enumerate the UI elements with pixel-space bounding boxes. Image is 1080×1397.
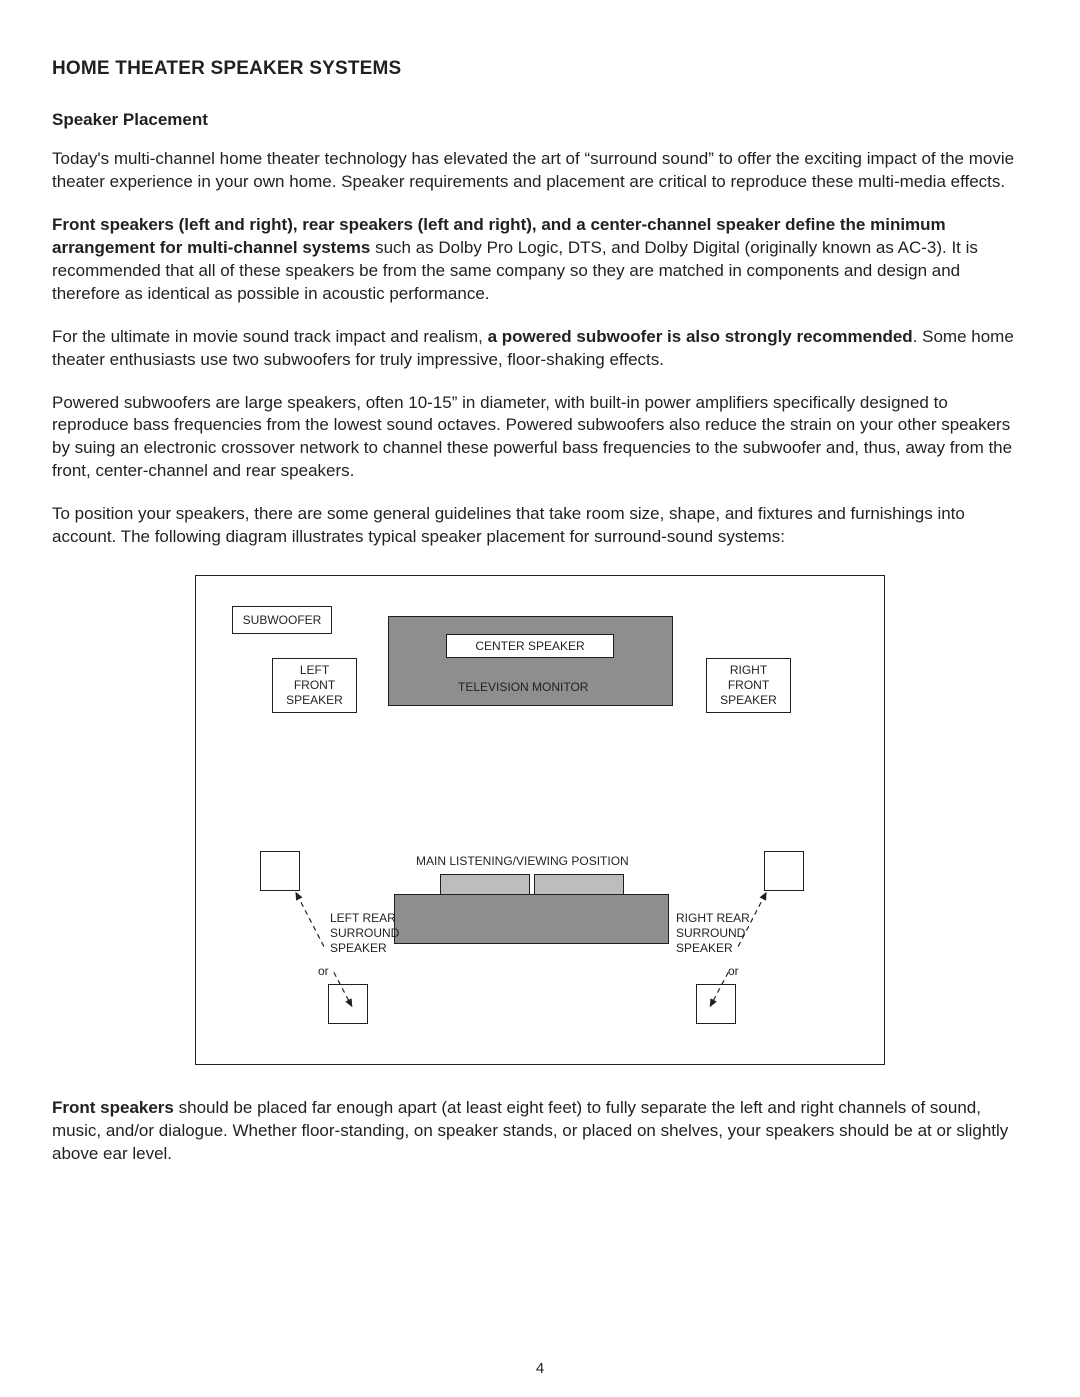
or-label-left: or bbox=[318, 964, 329, 978]
rear-speaker-box-bottom-right bbox=[696, 984, 736, 1024]
bold-span: Front speakers bbox=[52, 1098, 174, 1117]
couch-back bbox=[394, 894, 669, 944]
right-rear-label-text: RIGHT REAR SURROUND SPEAKER bbox=[676, 911, 750, 955]
subwoofer-label: SUBWOOFER bbox=[243, 613, 322, 628]
bold-span: a powered subwoofer is also strongly rec… bbox=[488, 327, 913, 346]
rear-speaker-box-top-right bbox=[764, 851, 804, 891]
page-number: 4 bbox=[0, 1360, 1080, 1377]
paragraph-subwoofer-rec: For the ultimate in movie sound track im… bbox=[52, 326, 1028, 372]
tv-monitor-label: TELEVISION MONITOR bbox=[458, 680, 588, 694]
listening-position-label: MAIN LISTENING/VIEWING POSITION bbox=[416, 854, 629, 868]
text-span: For the ultimate in movie sound track im… bbox=[52, 327, 488, 346]
page-title: HOME THEATER SPEAKER SYSTEMS bbox=[52, 58, 1028, 80]
left-rear-label-text: LEFT REAR SURROUND SPEAKER bbox=[330, 911, 399, 955]
subwoofer-box: SUBWOOFER bbox=[232, 606, 332, 634]
left-front-speaker-box: LEFT FRONT SPEAKER bbox=[272, 658, 357, 713]
center-speaker-box: CENTER SPEAKER bbox=[446, 634, 614, 658]
left-rear-label: LEFT REAR SURROUND SPEAKER bbox=[330, 896, 399, 956]
document-page: HOME THEATER SPEAKER SYSTEMS Speaker Pla… bbox=[0, 0, 1080, 1397]
or-label-right: or bbox=[728, 964, 739, 978]
speaker-placement-diagram: CENTER SPEAKER TELEVISION MONITOR SUBWOO… bbox=[195, 575, 885, 1065]
center-speaker-label: CENTER SPEAKER bbox=[475, 639, 584, 653]
paragraph-subwoofer-desc: Powered subwoofers are large speakers, o… bbox=[52, 392, 1028, 484]
rear-speaker-box-bottom-left bbox=[328, 984, 368, 1024]
right-front-label: RIGHT FRONT SPEAKER bbox=[720, 663, 777, 708]
diagram-container: CENTER SPEAKER TELEVISION MONITOR SUBWOO… bbox=[195, 575, 885, 1065]
text-span: should be placed far enough apart (at le… bbox=[52, 1098, 1008, 1163]
left-front-label: LEFT FRONT SPEAKER bbox=[286, 663, 343, 708]
paragraph-positioning: To position your speakers, there are som… bbox=[52, 503, 1028, 549]
arrow-left-up bbox=[296, 893, 324, 947]
paragraph-intro: Today's multi-channel home theater techn… bbox=[52, 148, 1028, 194]
paragraph-min-arrangement: Front speakers (left and right), rear sp… bbox=[52, 214, 1028, 306]
paragraph-front-placement: Front speakers should be placed far enou… bbox=[52, 1097, 1028, 1166]
section-subhead: Speaker Placement bbox=[52, 110, 1028, 130]
rear-speaker-box-top-left bbox=[260, 851, 300, 891]
right-front-speaker-box: RIGHT FRONT SPEAKER bbox=[706, 658, 791, 713]
right-rear-label: RIGHT REAR SURROUND SPEAKER bbox=[676, 896, 750, 956]
